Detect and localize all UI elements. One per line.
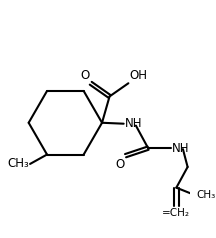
Text: O: O (81, 69, 90, 82)
Text: =CH₂: =CH₂ (162, 208, 190, 218)
Text: O: O (115, 158, 125, 171)
Text: OH: OH (129, 69, 147, 82)
Text: CH₃: CH₃ (7, 157, 29, 170)
Text: NH: NH (172, 142, 189, 155)
Text: CH₃: CH₃ (196, 190, 215, 200)
Text: NH: NH (125, 117, 142, 130)
